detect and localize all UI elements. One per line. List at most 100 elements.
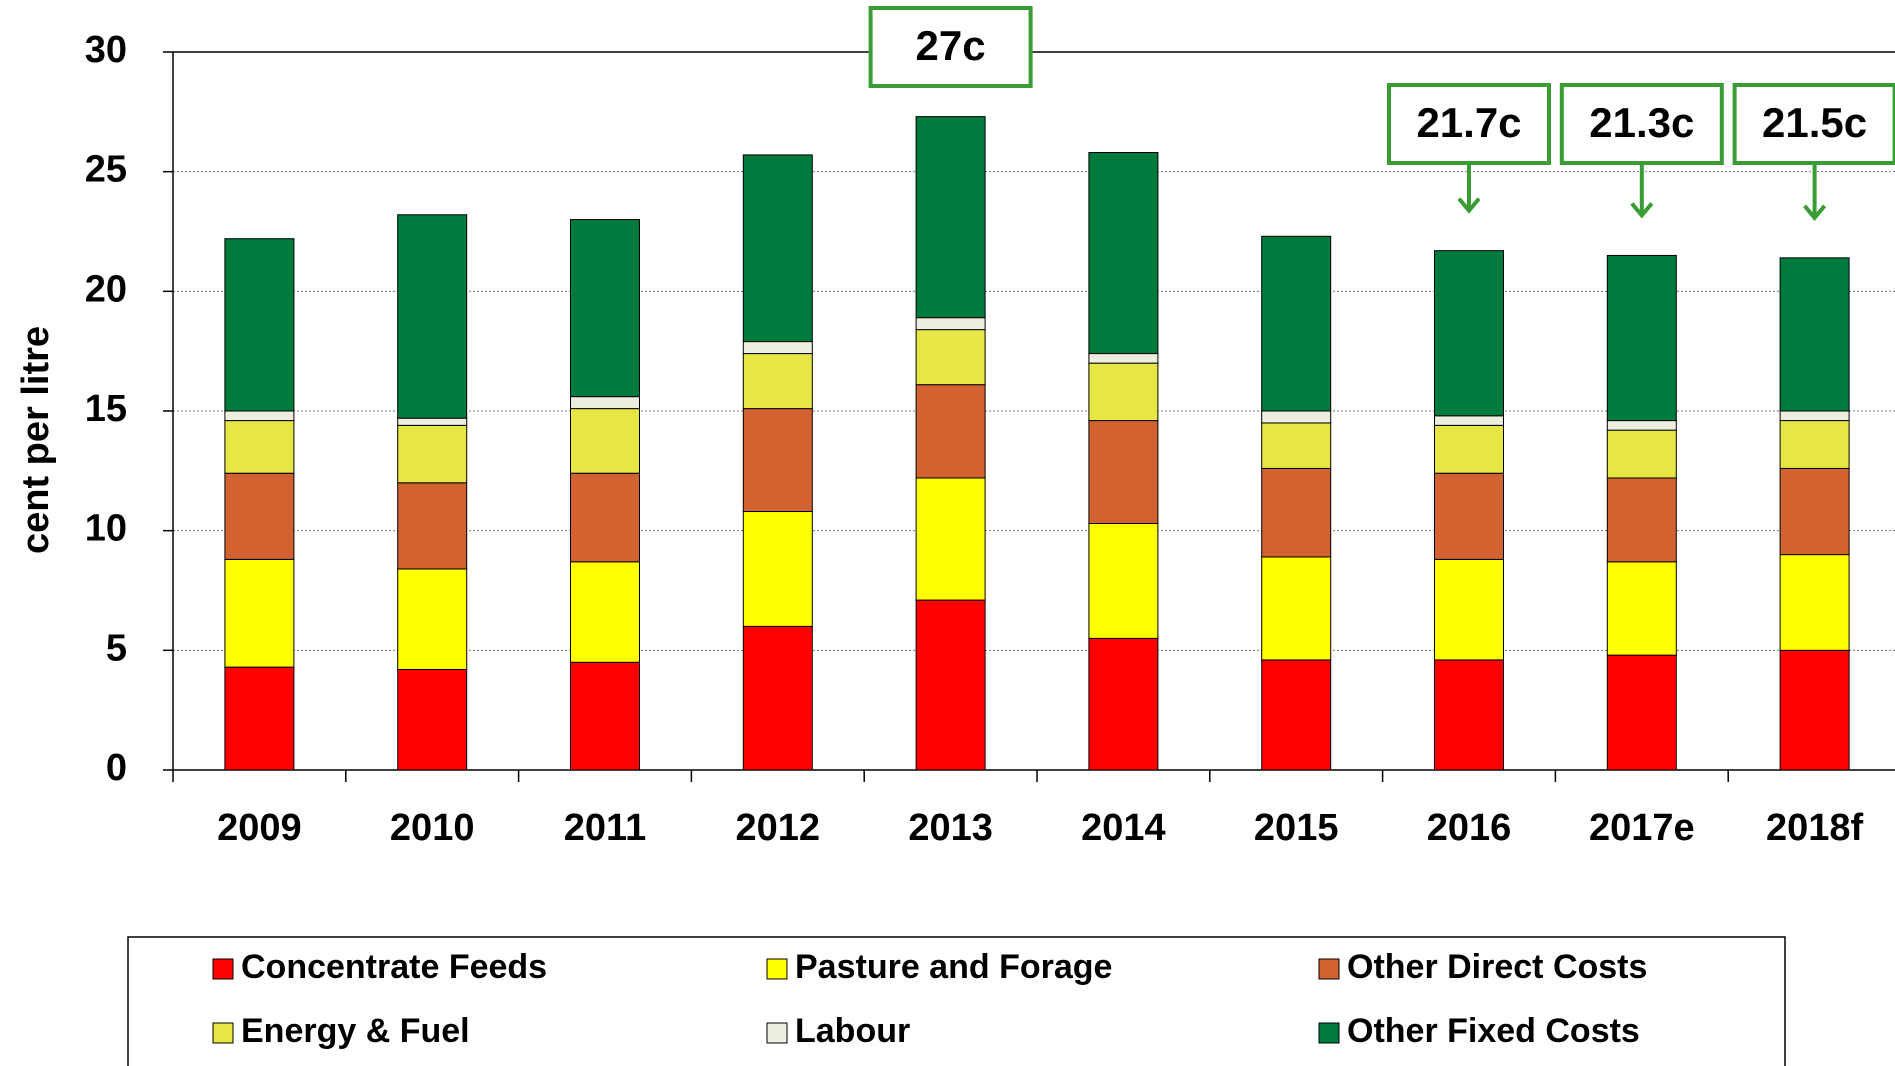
annotation-text: 21.3c — [1589, 99, 1694, 146]
bar-segment — [1261, 467, 1332, 558]
bar-segment — [915, 317, 986, 331]
x-tick-label: 2010 — [390, 807, 475, 849]
y-tick-label: 25 — [85, 149, 127, 191]
annotation-text: 27c — [916, 22, 986, 69]
annotation-arrowhead — [1803, 204, 1827, 221]
bar-segment — [224, 558, 295, 668]
bar-segment — [1434, 558, 1504, 661]
x-tick-label: 2009 — [217, 807, 302, 849]
x-tick-label: 2011 — [564, 807, 646, 849]
bar-segment — [1606, 654, 1677, 771]
bar-segment — [1779, 554, 1850, 651]
bar-segment — [1261, 556, 1332, 661]
bar-segment — [742, 154, 813, 343]
annotation-arrowhead — [1457, 197, 1481, 214]
annotation-box — [868, 6, 1033, 88]
bar-segment — [1088, 637, 1159, 771]
legend-label: Other Fixed Costs — [1347, 1012, 1640, 1050]
bar-segment — [915, 384, 986, 479]
bar-segment — [1088, 152, 1159, 355]
annotation-box — [1559, 83, 1724, 165]
legend-swatch — [1318, 1022, 1340, 1044]
y-tick-label: 30 — [85, 29, 127, 71]
bar-segment — [1088, 420, 1159, 524]
bar-segment — [397, 417, 468, 426]
bar-segment — [224, 420, 295, 474]
legend-swatch — [212, 958, 234, 980]
bar-segment — [742, 511, 813, 627]
bar-segment — [1606, 561, 1677, 656]
bar-segment — [397, 214, 468, 419]
bar-segment — [570, 472, 640, 563]
bar-segment — [1606, 477, 1677, 563]
bar-segment — [915, 477, 986, 601]
bar-segment — [1779, 467, 1850, 556]
bar-segment — [915, 599, 986, 771]
bar-segment — [1779, 420, 1850, 469]
bar-segment — [1434, 472, 1504, 560]
bar-segment — [1606, 254, 1677, 422]
bar-segment — [1434, 415, 1504, 426]
bar-segment — [570, 219, 640, 398]
annotation-text: 21.5c — [1762, 99, 1867, 146]
legend-label: Other Direct Costs — [1347, 948, 1647, 986]
bar-segment — [1779, 257, 1850, 412]
bar-segment — [742, 408, 813, 513]
legend-swatch — [1318, 958, 1340, 980]
bar-segment — [742, 341, 813, 355]
legend-swatch — [766, 1022, 788, 1044]
bar-segment — [397, 482, 468, 570]
bar-segment — [1261, 422, 1332, 469]
bar-segment — [570, 396, 640, 410]
bar-segment — [1434, 250, 1504, 417]
bar-segment — [570, 661, 640, 771]
bar-segment — [570, 408, 640, 474]
bar-segment — [397, 568, 468, 670]
x-tick-label: 2015 — [1254, 807, 1339, 849]
legend-box — [127, 936, 1786, 1066]
bar-segment — [224, 666, 295, 771]
x-tick-label: 2018f — [1766, 807, 1864, 849]
legend-label: Labour — [795, 1012, 910, 1050]
bar-segment — [742, 625, 813, 771]
y-tick-label: 5 — [106, 627, 127, 669]
bar-segment — [224, 238, 295, 412]
bar-segment — [1606, 429, 1677, 479]
bar-segment — [742, 353, 813, 410]
bar-segment — [224, 472, 295, 560]
bar-segment — [1779, 649, 1850, 771]
legend-label: Energy & Fuel — [241, 1012, 470, 1050]
bar-segment — [1261, 659, 1332, 771]
legend-swatch — [766, 958, 788, 980]
y-tick-label: 0 — [106, 747, 127, 789]
bar-segment — [1434, 659, 1504, 771]
bar-segment — [915, 329, 986, 386]
bar-segment — [1088, 362, 1159, 422]
x-tick-label: 2016 — [1427, 807, 1512, 849]
y-axis-label: cent per litre — [15, 326, 57, 554]
x-tick-label: 2017e — [1589, 807, 1695, 849]
bar-segment — [1779, 410, 1850, 422]
legend-label: Concentrate Feeds — [241, 948, 547, 986]
annotation-box — [1387, 83, 1551, 165]
bar-segment — [1088, 522, 1159, 639]
x-tick-label: 2012 — [736, 807, 821, 849]
bar-segment — [397, 424, 468, 484]
legend-swatch — [212, 1022, 234, 1044]
bar-segment — [1434, 424, 1504, 474]
legend-label: Pasture and Forage — [795, 948, 1112, 986]
bar-segment — [224, 410, 295, 422]
annotation-arrowhead — [1630, 202, 1654, 219]
x-tick-label: 2013 — [908, 807, 993, 849]
bar-segment — [397, 668, 468, 771]
bar-segment — [570, 561, 640, 663]
annotation-text: 21.7c — [1416, 99, 1521, 146]
y-tick-label: 20 — [85, 268, 127, 310]
bar-segment — [1261, 235, 1332, 412]
x-tick-label: 2014 — [1081, 807, 1166, 849]
bar-segment — [915, 116, 986, 319]
y-tick-label: 10 — [85, 508, 127, 550]
bar-segment — [1606, 420, 1677, 431]
bar-segment — [1261, 410, 1332, 424]
